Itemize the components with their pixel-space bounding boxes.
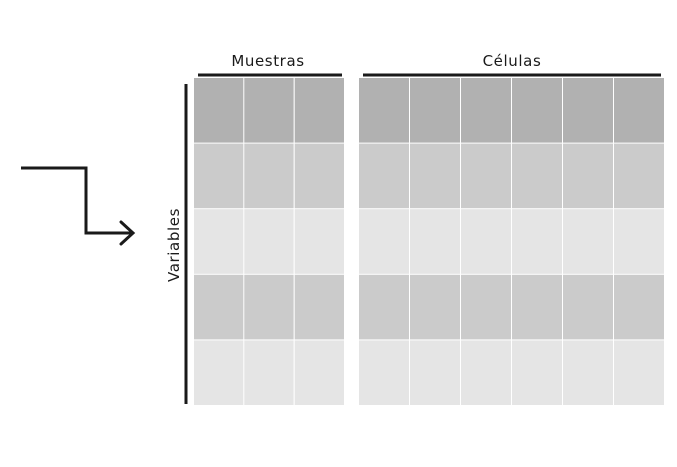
samples-label: Muestras [231, 52, 304, 70]
matrix-cell [244, 143, 294, 209]
matrix-cell [359, 209, 409, 274]
matrix-cell [512, 78, 562, 143]
matrix-cell [614, 209, 664, 274]
matrix-cell [410, 78, 460, 143]
matrix-cell [410, 340, 460, 405]
matrix-cell [563, 78, 613, 143]
matrix-cell [461, 78, 511, 143]
matrix-cell [410, 143, 460, 209]
matrix-cell [461, 209, 511, 274]
matrix-cell [359, 274, 409, 340]
matrix-cell [512, 340, 562, 405]
matrix-cell [294, 340, 344, 405]
matrix-cell [244, 340, 294, 405]
matrix-cell [563, 274, 613, 340]
matrix-cell [194, 143, 244, 209]
matrix-cell [614, 78, 664, 143]
matrix-cell [461, 274, 511, 340]
matrix-cell [410, 274, 460, 340]
matrix-cell [512, 274, 562, 340]
matrix-cell [244, 274, 294, 340]
matrix-cell [359, 143, 409, 209]
matrix-cell [359, 78, 409, 143]
matrix-cell [194, 274, 244, 340]
matrix-cell [563, 209, 613, 274]
step-arrow-icon [21, 166, 136, 246]
matrix-cell [194, 209, 244, 274]
matrix-cell [294, 78, 344, 143]
cells-matrix [359, 78, 664, 405]
samples-matrix [194, 78, 344, 405]
matrix-cell [410, 209, 460, 274]
matrix-cell [359, 340, 409, 405]
matrix-cell [244, 78, 294, 143]
matrix-cell [244, 209, 294, 274]
matrix-cell [512, 143, 562, 209]
matrix-cell [194, 340, 244, 405]
matrix-cell [563, 340, 613, 405]
matrix-cell [294, 274, 344, 340]
matrix-cell [294, 209, 344, 274]
matrix-cell [194, 78, 244, 143]
matrix-cell [294, 143, 344, 209]
matrix-cell [614, 340, 664, 405]
matrix-cell [614, 274, 664, 340]
variables-label: Variables [165, 208, 183, 282]
matrix-cell [461, 340, 511, 405]
matrix-cell [461, 143, 511, 209]
matrix-cell [512, 209, 562, 274]
matrix-cell [614, 143, 664, 209]
matrix-cell [563, 143, 613, 209]
cells-label: Células [483, 52, 542, 70]
